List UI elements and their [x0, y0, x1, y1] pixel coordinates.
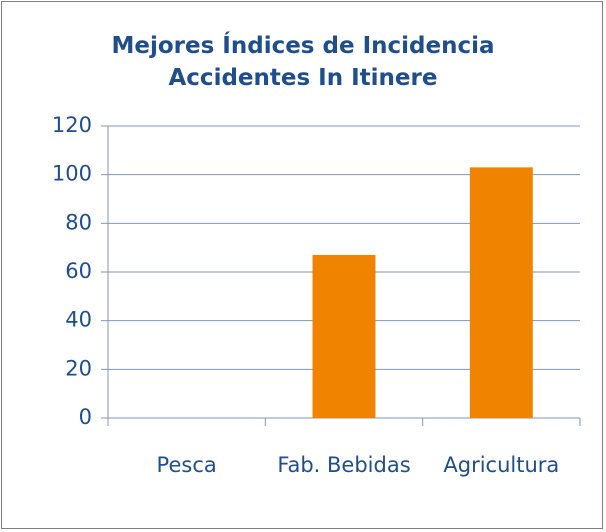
- x-tick-label: Pesca: [156, 453, 217, 477]
- y-tick-label: 0: [79, 405, 92, 429]
- x-tick-label: Agricultura: [443, 453, 560, 477]
- x-tick-label: Fab. Bebidas: [277, 453, 411, 477]
- y-tick-label: 60: [65, 259, 92, 283]
- y-tick-label: 20: [65, 356, 92, 380]
- bar: [312, 254, 376, 418]
- y-tick-label: 80: [65, 210, 92, 234]
- y-tick-label: 100: [52, 162, 92, 186]
- y-tick-label: 40: [65, 308, 92, 332]
- chart-title: Mejores Índices de Incidencia Accidentes…: [111, 33, 495, 91]
- y-tick-label: 120: [52, 113, 92, 137]
- bar: [469, 167, 533, 418]
